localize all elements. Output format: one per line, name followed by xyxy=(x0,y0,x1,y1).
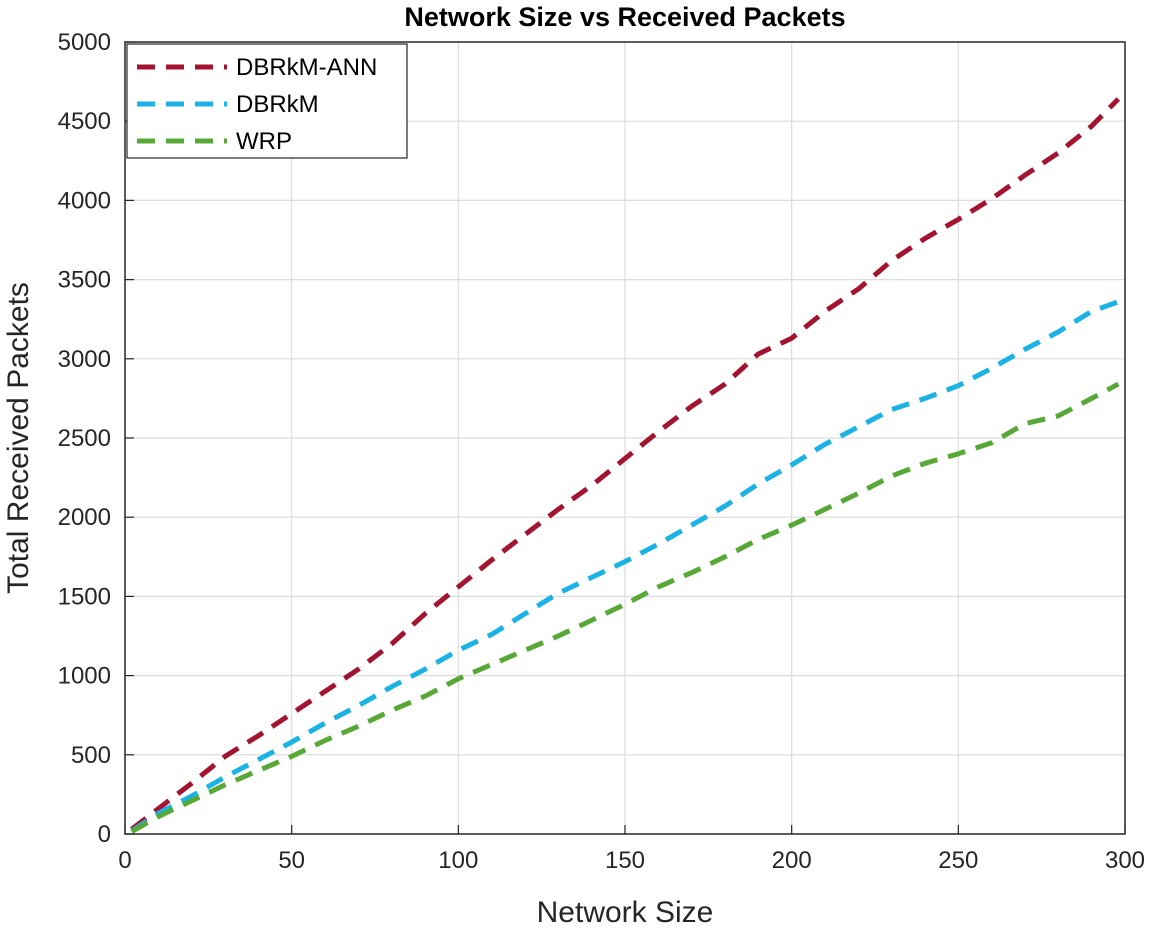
y-tick-label: 1500 xyxy=(58,583,111,610)
y-tick-label: 3500 xyxy=(58,267,111,294)
y-axis-ticks: 0 500 1000 1500 2000 2500 3000 3500 4000 4500 5000 xyxy=(58,29,134,848)
series-lines xyxy=(130,97,1121,834)
legend-label: WRP xyxy=(236,128,292,155)
series-line-dbrkm-ann xyxy=(130,97,1121,832)
x-tick-label: 200 xyxy=(772,847,812,874)
series-line-dbrkm xyxy=(130,299,1120,833)
x-tick-label: 300 xyxy=(1105,847,1145,874)
legend-label: DBRkM xyxy=(236,91,319,118)
y-tick-label: 3000 xyxy=(58,346,111,373)
x-axis-label: Network Size xyxy=(537,896,714,929)
y-axis-label: Total Received Packets xyxy=(2,282,35,594)
y-tick-label: 2000 xyxy=(58,504,111,531)
y-tick-label: 0 xyxy=(98,821,111,848)
x-axis-ticks: 0 50 100 150 200 250 300 xyxy=(118,825,1145,874)
y-tick-label: 500 xyxy=(71,742,111,769)
y-tick-label: 2500 xyxy=(58,425,111,452)
x-tick-label: 0 xyxy=(118,847,131,874)
x-tick-label: 150 xyxy=(605,847,645,874)
y-tick-label: 4500 xyxy=(58,108,111,135)
y-tick-label: 5000 xyxy=(58,29,111,56)
legend: DBRkM-ANN DBRkM WRP xyxy=(126,43,408,159)
x-tick-label: 100 xyxy=(438,847,478,874)
chart-title: Network Size vs Received Packets xyxy=(404,2,845,32)
x-tick-label: 250 xyxy=(938,847,978,874)
y-tick-label: 1000 xyxy=(58,663,111,690)
y-tick-label: 4000 xyxy=(58,187,111,214)
series-line-wrp xyxy=(130,381,1120,834)
legend-label: DBRkM-ANN xyxy=(236,54,377,81)
x-tick-label: 50 xyxy=(278,847,305,874)
